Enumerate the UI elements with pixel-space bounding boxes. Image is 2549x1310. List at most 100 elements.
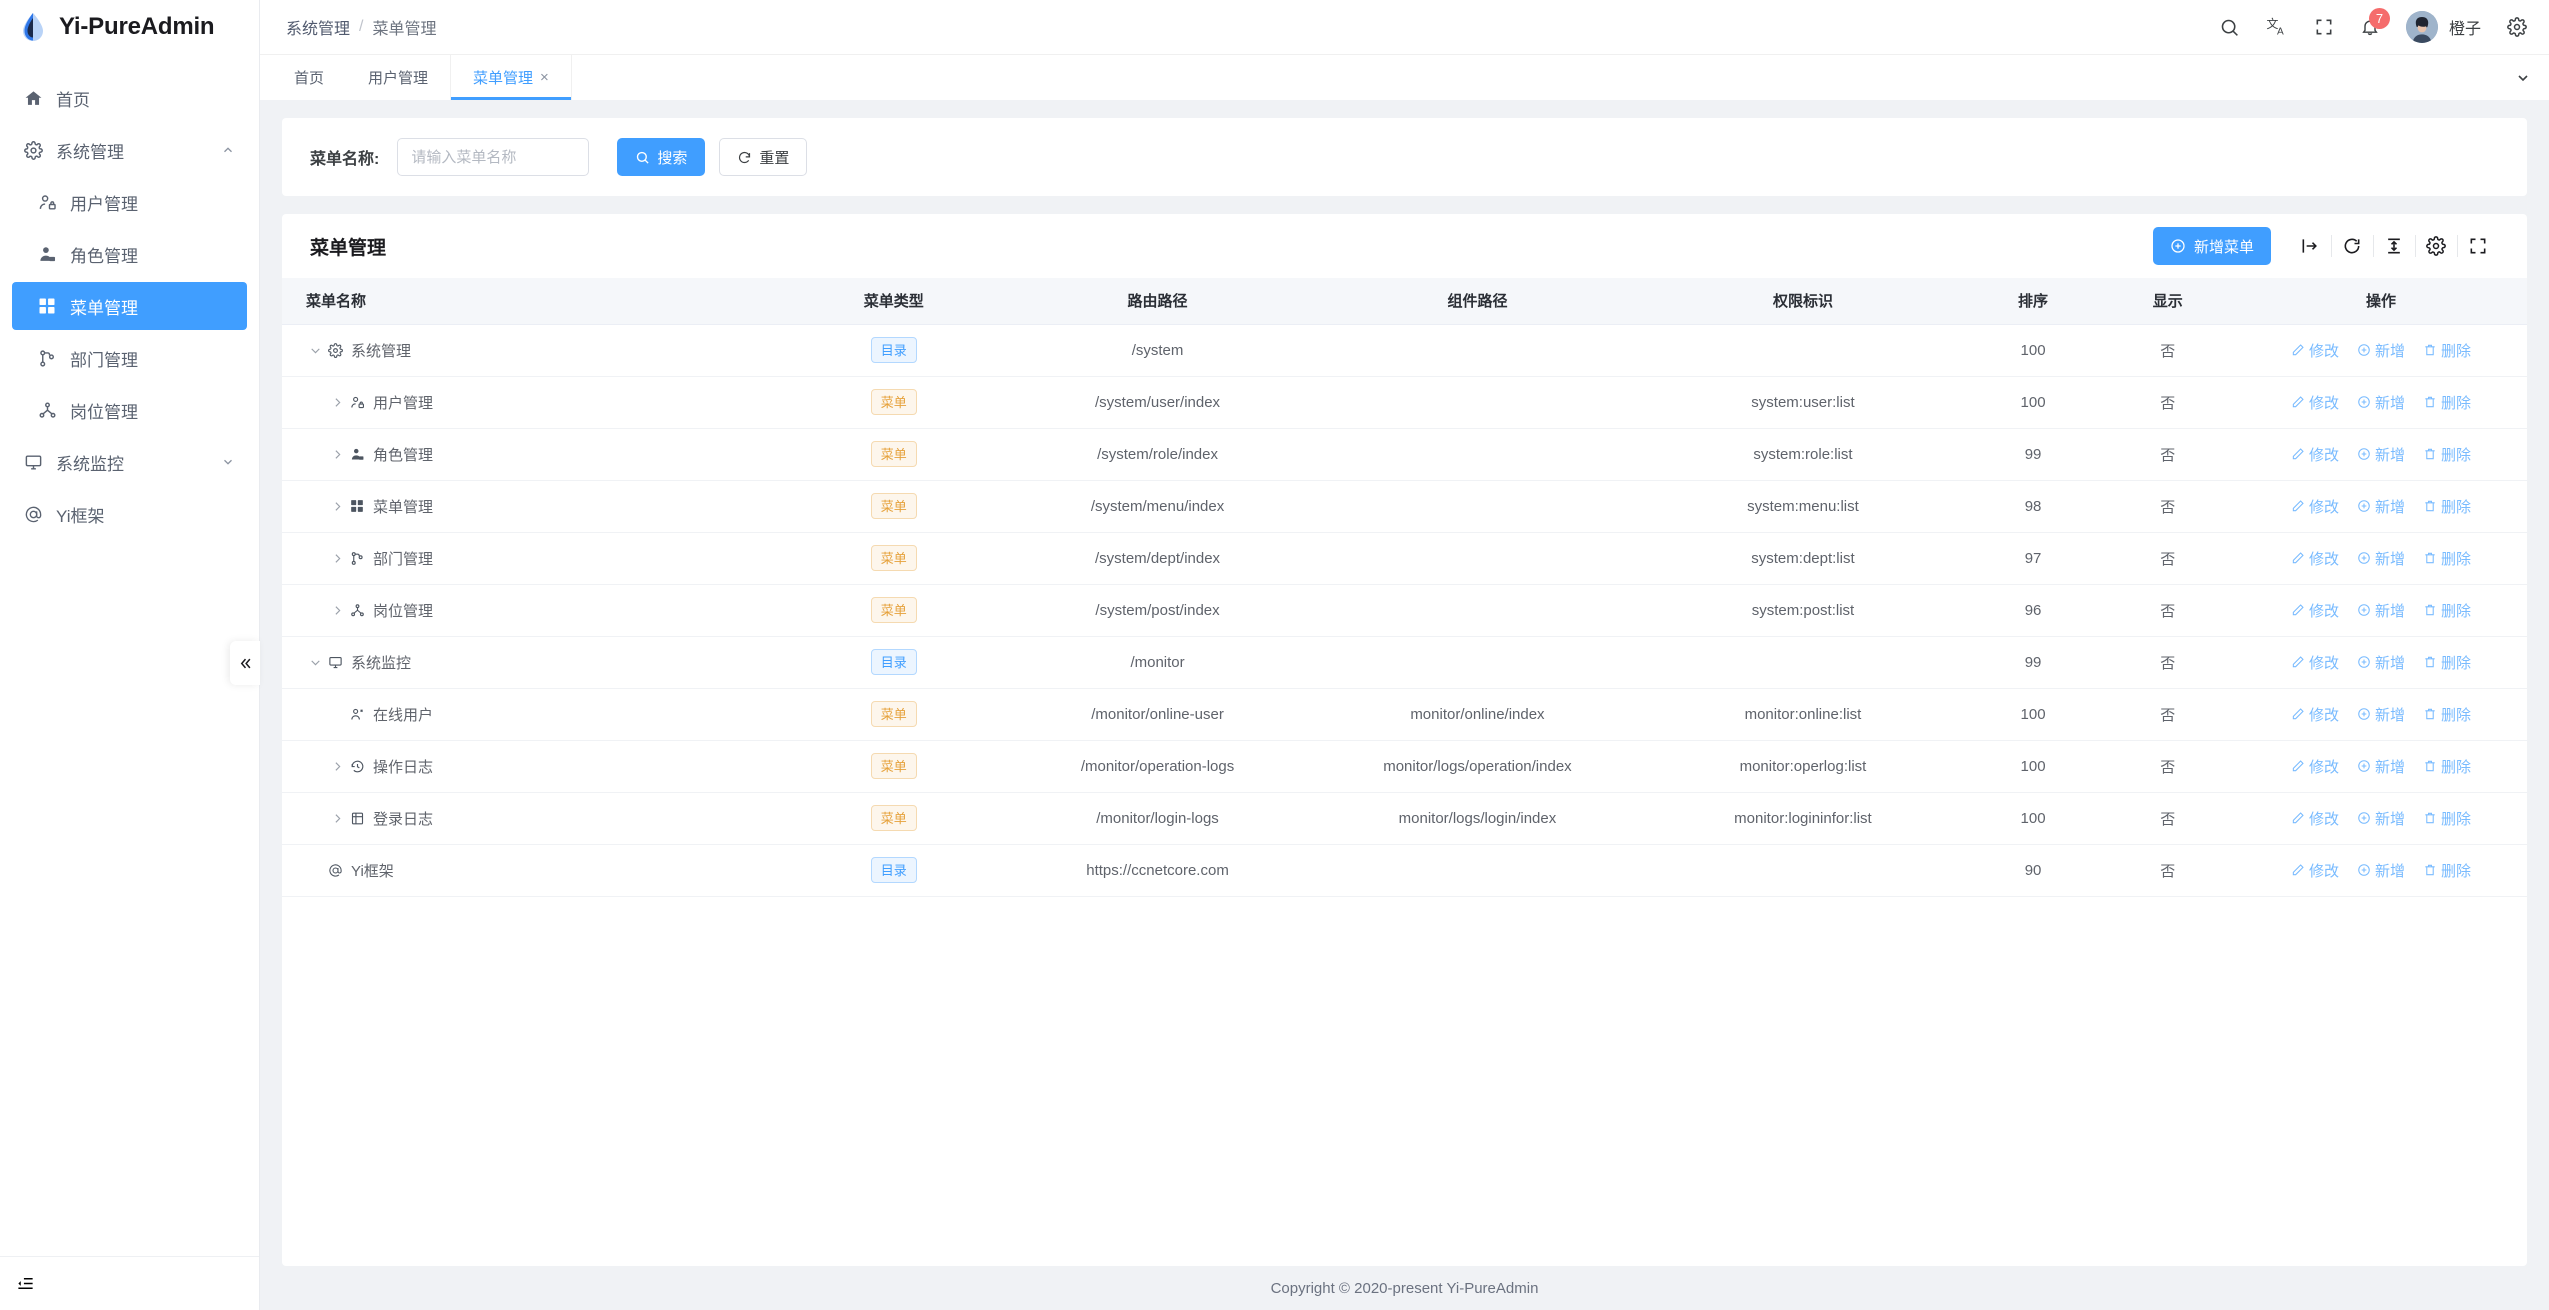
- sidebar-item-yi-framework[interactable]: Yi框架: [12, 490, 247, 538]
- sidebar-item-home[interactable]: 首页: [12, 74, 247, 122]
- menu-fold-icon[interactable]: [16, 1274, 35, 1293]
- tab-home[interactable]: 首页: [272, 55, 346, 100]
- add-action[interactable]: 新增: [2357, 652, 2405, 673]
- refresh-icon[interactable]: [2331, 230, 2373, 262]
- add-action[interactable]: 新增: [2357, 392, 2405, 413]
- delete-action[interactable]: 删除: [2423, 444, 2471, 465]
- home-icon: [24, 89, 50, 108]
- edit-action[interactable]: 修改: [2291, 444, 2339, 465]
- sidebar-item-menu-mgmt[interactable]: 菜单管理: [12, 282, 247, 330]
- edit-action[interactable]: 修改: [2291, 704, 2339, 725]
- add-action[interactable]: 新增: [2357, 444, 2405, 465]
- add-action[interactable]: 新增: [2357, 808, 2405, 829]
- edit-action[interactable]: 修改: [2291, 340, 2339, 361]
- delete-action[interactable]: 删除: [2423, 756, 2471, 777]
- reset-button-label: 重置: [759, 149, 790, 167]
- density-icon[interactable]: [2373, 230, 2415, 262]
- sidebar-item-user-mgmt[interactable]: 用户管理: [12, 178, 247, 226]
- cell-menu-type: 菜单: [787, 532, 1001, 585]
- expand-chevron-right-icon[interactable]: [328, 812, 346, 825]
- sidebar-item-system[interactable]: 系统管理: [12, 126, 247, 174]
- table-row[interactable]: 菜单管理 菜单/system/menu/index system:menu:list…: [282, 480, 2527, 533]
- table-row[interactable]: 部门管理 菜单/system/dept/index system:dept:list…: [282, 532, 2527, 585]
- tab-user-mgmt[interactable]: 用户管理: [346, 55, 450, 100]
- tab-menu-mgmt[interactable]: 菜单管理 ×: [450, 55, 572, 100]
- menu-type-tag: 菜单: [870, 805, 917, 831]
- cell-actions: 修改 新增 删除: [2235, 324, 2527, 377]
- table-row[interactable]: 岗位管理 菜单/system/post/index system:post:list…: [282, 584, 2527, 637]
- sidebar-collapse-handle[interactable]: [230, 641, 260, 685]
- edit-action[interactable]: 修改: [2291, 548, 2339, 569]
- fullscreen-icon[interactable]: [2314, 17, 2334, 37]
- menu-name-input[interactable]: [397, 138, 590, 176]
- table-row[interactable]: 系统监控 目录/monitor 99 否 修改 新增 删除: [282, 636, 2527, 689]
- expand-chevron-right-icon[interactable]: [328, 500, 346, 513]
- sidebar-item-post-mgmt[interactable]: 岗位管理: [12, 386, 247, 434]
- collapse-chevron-down-icon[interactable]: [306, 344, 324, 357]
- add-action[interactable]: 新增: [2357, 704, 2405, 725]
- edit-action[interactable]: 修改: [2291, 860, 2339, 881]
- table-row[interactable]: 角色管理 菜单/system/role/index system:role:list…: [282, 428, 2527, 481]
- add-action[interactable]: 新增: [2357, 860, 2405, 881]
- delete-action[interactable]: 删除: [2423, 704, 2471, 725]
- add-action[interactable]: 新增: [2357, 340, 2405, 361]
- edit-action[interactable]: 修改: [2291, 392, 2339, 413]
- delete-action[interactable]: 删除: [2423, 808, 2471, 829]
- expand-chevron-right-icon[interactable]: [328, 760, 346, 773]
- table-row[interactable]: 用户管理 菜单/system/user/index system:user:list…: [282, 376, 2527, 429]
- brand-logo[interactable]: Yi-PureAdmin: [0, 0, 259, 54]
- table-row[interactable]: 登录日志 菜单/monitor/login-logs monitor/logs/lo…: [282, 792, 2527, 845]
- delete-action[interactable]: 删除: [2423, 496, 2471, 517]
- close-icon[interactable]: ×: [540, 69, 549, 86]
- breadcrumb-item-parent[interactable]: 系统管理: [286, 21, 351, 38]
- edit-action[interactable]: 修改: [2291, 808, 2339, 829]
- collapse-chevron-down-icon[interactable]: [306, 656, 324, 669]
- delete-action[interactable]: 删除: [2423, 548, 2471, 569]
- search-button[interactable]: 搜索: [617, 138, 706, 176]
- edit-action[interactable]: 修改: [2291, 756, 2339, 777]
- delete-action[interactable]: 删除: [2423, 392, 2471, 413]
- search-icon[interactable]: [2219, 17, 2240, 38]
- sidebar-item-role-mgmt[interactable]: 角色管理: [12, 230, 247, 278]
- user-menu[interactable]: 橙子: [2405, 11, 2481, 43]
- table-row[interactable]: 操作日志 菜单/monitor/operation-logs monitor/log…: [282, 740, 2527, 793]
- settings-gear-icon[interactable]: [2415, 230, 2457, 262]
- table-row[interactable]: 在线用户 菜单/monitor/online-user monitor/online…: [282, 688, 2527, 741]
- add-menu-button[interactable]: 新增菜单: [2152, 227, 2271, 265]
- expand-chevron-right-icon[interactable]: [328, 604, 346, 617]
- chevron-down-icon: [2515, 70, 2531, 86]
- pencil-icon: [2291, 395, 2305, 409]
- edit-action[interactable]: 修改: [2291, 600, 2339, 621]
- sidebar-item-dept-mgmt[interactable]: 部门管理: [12, 334, 247, 382]
- settings-gear-icon[interactable]: [2507, 17, 2527, 37]
- reset-button[interactable]: 重置: [719, 138, 808, 176]
- delete-action[interactable]: 删除: [2423, 860, 2471, 881]
- sidebar-item-monitor[interactable]: 系统监控: [12, 438, 247, 486]
- delete-action[interactable]: 删除: [2423, 652, 2471, 673]
- edit-action[interactable]: 修改: [2291, 496, 2339, 517]
- expand-all-icon[interactable]: [2289, 230, 2331, 262]
- menu-type-tag: 菜单: [870, 441, 917, 467]
- action-label: 修改: [2309, 862, 2340, 880]
- add-action[interactable]: 新增: [2357, 496, 2405, 517]
- expand-chevron-right-icon[interactable]: [328, 448, 346, 461]
- expand-chevron-right-icon[interactable]: [328, 396, 346, 409]
- expand-chevron-right-icon[interactable]: [328, 552, 346, 565]
- delete-action[interactable]: 删除: [2423, 340, 2471, 361]
- table-row[interactable]: 系统管理 目录/system 100 否 修改 新增 删除: [282, 324, 2527, 377]
- add-action[interactable]: 新增: [2357, 756, 2405, 777]
- cell-show: 否: [2100, 532, 2236, 585]
- translate-icon[interactable]: 文 A: [2266, 16, 2288, 38]
- add-action[interactable]: 新增: [2357, 548, 2405, 569]
- add-action[interactable]: 新增: [2357, 600, 2405, 621]
- delete-action[interactable]: 删除: [2423, 600, 2471, 621]
- edit-action[interactable]: 修改: [2291, 652, 2339, 673]
- tabs-dropdown-button[interactable]: [2497, 55, 2549, 100]
- cell-menu-name: 岗位管理: [282, 584, 788, 637]
- table-row[interactable]: Yi框架 目录 https://ccnetcore.com 90 否 修改 新增 删除: [282, 844, 2527, 897]
- pencil-icon: [2291, 811, 2305, 825]
- bell-icon[interactable]: 7: [2360, 8, 2390, 37]
- fullscreen-icon[interactable]: [2457, 230, 2499, 262]
- header-actions: 文 A 7: [2219, 8, 2527, 43]
